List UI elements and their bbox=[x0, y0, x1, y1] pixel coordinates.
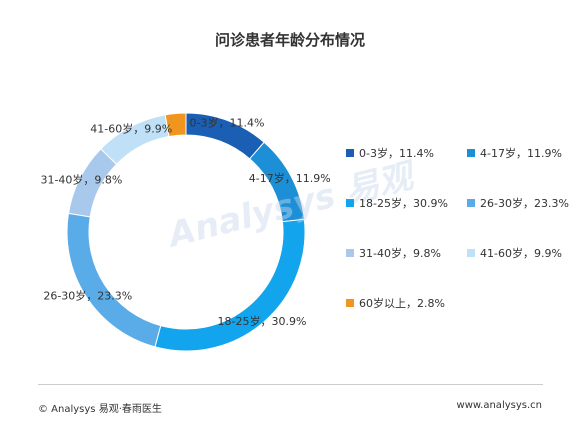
legend-item-31-40: 31-40岁，9.8% bbox=[346, 245, 441, 261]
legend-item-4-17: 4-17岁，11.9% bbox=[467, 145, 562, 161]
legend-item-60: 60岁以上，2.8% bbox=[346, 295, 445, 311]
legend-label: 41-60岁，9.9% bbox=[480, 247, 562, 260]
slice-18-25 bbox=[154, 218, 306, 352]
legend-label: 4-17岁，11.9% bbox=[480, 147, 562, 160]
legend-label: 31-40岁，9.8% bbox=[359, 247, 441, 260]
legend-swatch bbox=[346, 299, 354, 307]
legend-item-18-25: 18-25岁，30.9% bbox=[346, 195, 448, 211]
slice-label-31-40: 31-40岁，9.8% bbox=[40, 173, 122, 187]
slice-26-30 bbox=[66, 212, 162, 348]
legend-swatch bbox=[346, 149, 354, 157]
footer-divider bbox=[38, 384, 543, 385]
legend-item-26-30: 26-30岁，23.3% bbox=[467, 195, 569, 211]
legend-item-0-3: 0-3岁，11.4% bbox=[346, 145, 434, 161]
slice-60 bbox=[164, 112, 187, 138]
legend-swatch bbox=[467, 199, 475, 207]
slice-label-4-17: 4-17岁，11.9% bbox=[249, 171, 331, 185]
legend-swatch bbox=[467, 249, 475, 257]
legend-label: 18-25岁，30.9% bbox=[359, 197, 448, 210]
chart-title: 问诊患者年龄分布情况 bbox=[214, 31, 365, 49]
legend-swatch bbox=[346, 199, 354, 207]
footer-website: www.analysys.cn bbox=[456, 400, 542, 411]
legend-label: 60岁以上，2.8% bbox=[359, 297, 445, 310]
footer-copyright: © Analysys 易观·春雨医生 bbox=[38, 404, 162, 415]
slice-label-0-3: 0-3岁，11.4% bbox=[190, 115, 265, 129]
legend-label: 0-3岁，11.4% bbox=[359, 147, 434, 160]
slice-label-18-25: 18-25岁，30.9% bbox=[218, 314, 307, 328]
legend-item-41-60: 41-60岁，9.9% bbox=[467, 245, 562, 261]
legend-swatch bbox=[346, 249, 354, 257]
legend-swatch bbox=[467, 149, 475, 157]
slice-label-41-60: 41-60岁，9.9% bbox=[90, 122, 172, 136]
legend-label: 26-30岁，23.3% bbox=[480, 197, 569, 210]
slice-label-26-30: 26-30岁，23.3% bbox=[43, 289, 132, 303]
